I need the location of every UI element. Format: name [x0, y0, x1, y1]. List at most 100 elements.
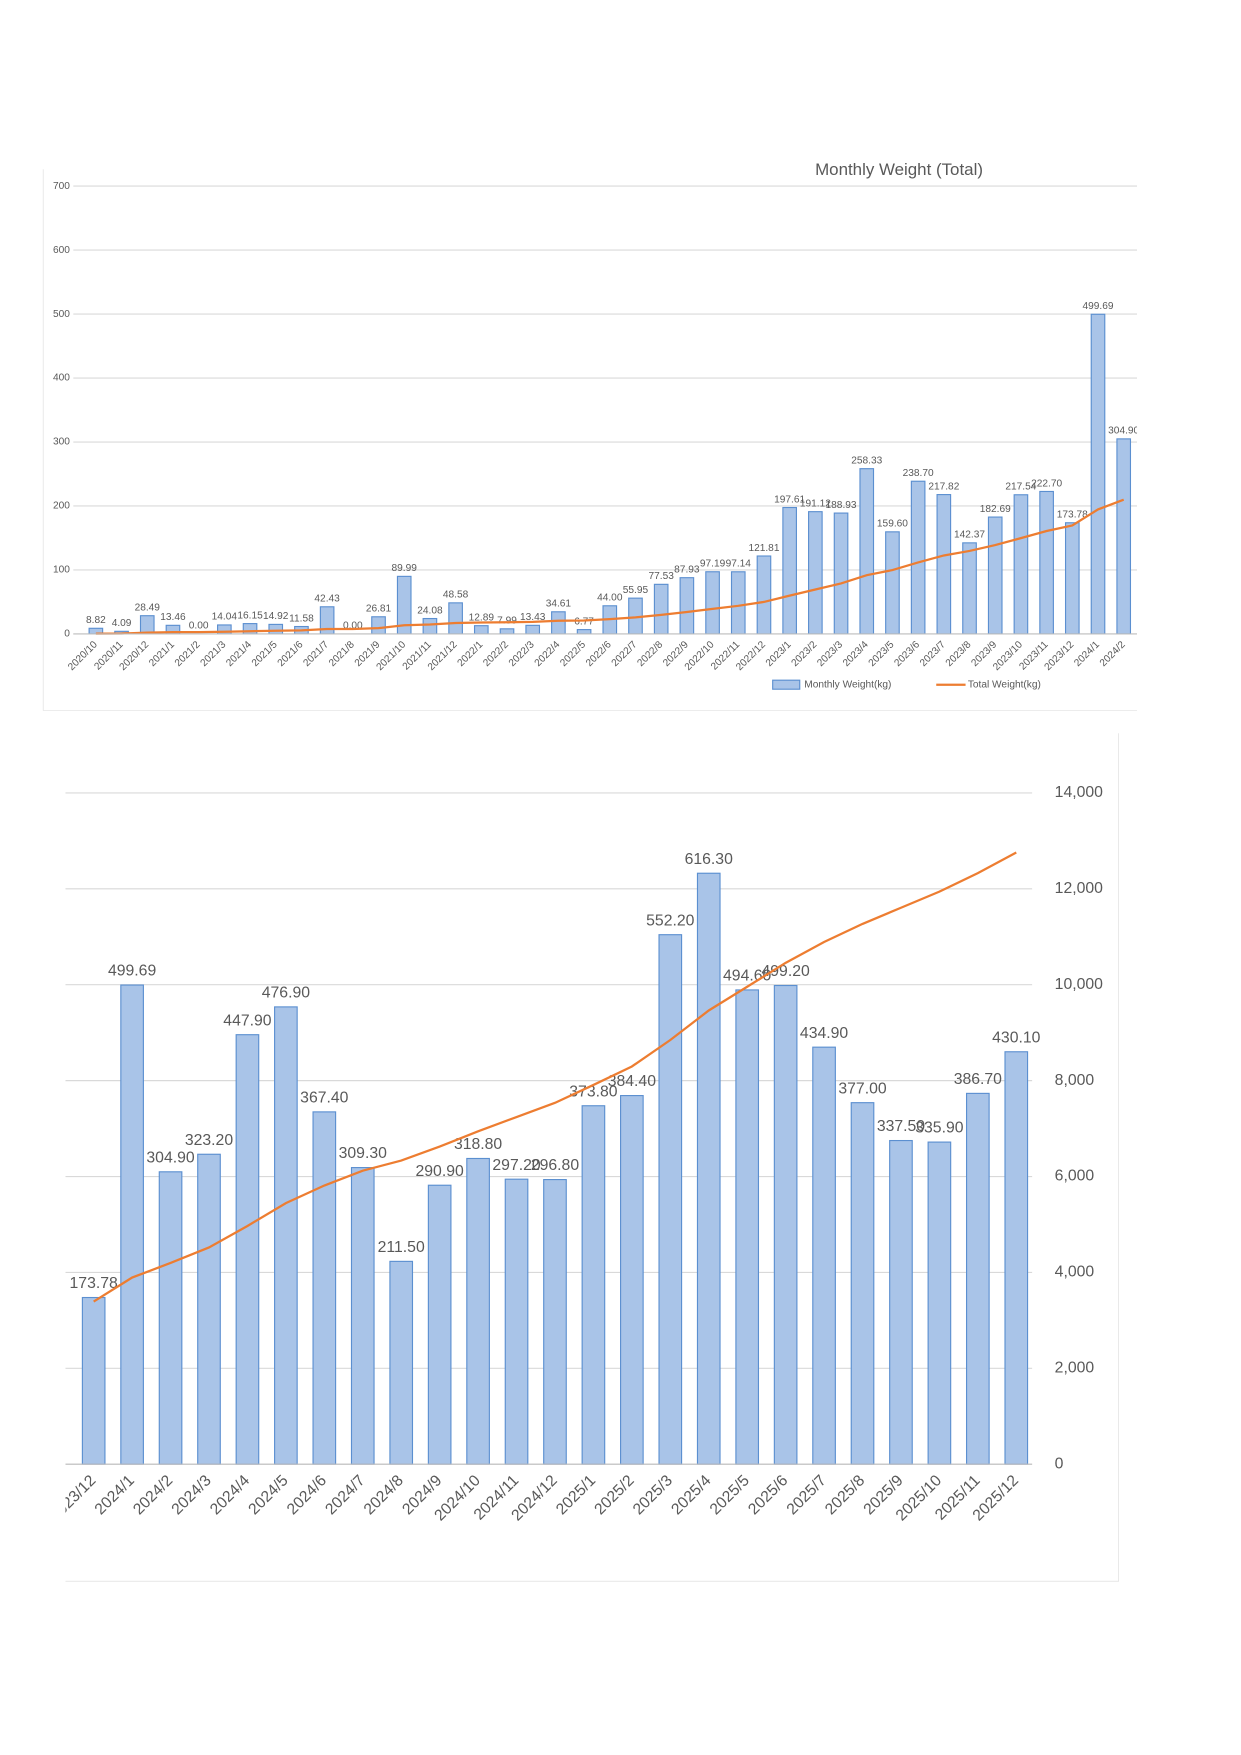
data-label: 430.10: [992, 1029, 1040, 1046]
x-tick-label: 2023/8: [944, 639, 974, 669]
x-tick-label: 2023/5: [867, 639, 897, 669]
data-label: 42.43: [314, 594, 340, 605]
data-label: 499.20: [761, 963, 809, 980]
bar: [427, 1184, 452, 1465]
y-tick-label: 0: [64, 629, 70, 640]
x-tick-label: 2022/7: [610, 639, 640, 669]
data-label: 377.00: [838, 1080, 886, 1097]
bar: [620, 1095, 644, 1465]
bar: [504, 1178, 529, 1465]
bar: [139, 615, 155, 635]
data-label: 296.80: [531, 1157, 579, 1174]
data-label: 304.90: [1108, 426, 1139, 437]
y2-tick-label: 6,000: [1055, 1168, 1095, 1185]
bar: [812, 1046, 836, 1465]
bar: [543, 1179, 567, 1465]
data-label: 290.90: [416, 1163, 464, 1180]
data-label: 34.61: [546, 599, 572, 610]
bar: [927, 1141, 952, 1465]
data-label: 44.00: [597, 593, 623, 604]
x-tick-label: 2025/3: [630, 1472, 676, 1518]
data-label: 238.70: [903, 468, 934, 479]
bar: [235, 1034, 260, 1465]
data-label: 318.80: [454, 1136, 502, 1153]
bar: [910, 480, 926, 635]
x-tick-label: 2023/4: [841, 639, 871, 669]
x-tick-label: 2020/12: [118, 639, 152, 673]
data-label: 7.99: [497, 616, 517, 627]
data-label: 222.70: [1031, 478, 1062, 489]
data-label: 14.92: [263, 611, 289, 622]
y-tick-label: 600: [53, 245, 70, 256]
x-tick-label: 2024/3: [169, 1472, 215, 1518]
y-tick-label: 700: [53, 181, 70, 192]
data-label: 28.49: [135, 603, 161, 614]
data-label: 6.77: [574, 616, 594, 627]
data-label: 373.80: [569, 1083, 617, 1100]
data-label: 77.53: [648, 571, 674, 582]
data-label: 97.14: [726, 559, 752, 570]
bar: [658, 934, 683, 1465]
bar: [197, 1153, 221, 1465]
y2-tick-label: 0: [1055, 1455, 1064, 1472]
data-label: 552.20: [646, 912, 694, 929]
data-label: 55.95: [623, 585, 649, 596]
x-tick-label: 2021/12: [426, 639, 460, 673]
bar: [350, 1167, 375, 1465]
bar: [653, 583, 669, 635]
x-tick-label: 2024/7: [322, 1472, 368, 1518]
bar: [936, 494, 952, 635]
data-label: 337.50: [877, 1118, 925, 1135]
x-tick-label: 2025/1: [553, 1472, 599, 1518]
data-label: 0.00: [189, 621, 209, 632]
data-label: 304.90: [146, 1149, 194, 1166]
bar: [833, 512, 849, 635]
data-label: 8.82: [86, 615, 106, 626]
y2-tick-label: 14,000: [1055, 784, 1103, 801]
bar: [705, 571, 720, 635]
bar: [576, 629, 592, 635]
data-label: 87.93: [674, 564, 700, 575]
y-tick-label: 500: [53, 309, 70, 320]
bar: [885, 531, 900, 635]
x-tick-label: 2023/2: [790, 639, 820, 669]
x-tick-label: 2022/12: [734, 639, 768, 673]
bar: [274, 1006, 298, 1465]
x-tick-label: 2022/3: [507, 639, 537, 669]
x-tick-label: 2024/5: [245, 1472, 291, 1518]
bar: [1064, 522, 1080, 635]
data-label: 97.19: [700, 559, 726, 570]
data-label: 197.61: [774, 494, 805, 505]
data-label: 188.93: [826, 500, 857, 511]
data-label: 191.12: [800, 498, 831, 509]
x-tick-label: 2023/12: [1043, 639, 1077, 673]
data-label: 323.20: [185, 1132, 233, 1149]
data-label: 13.46: [160, 612, 186, 623]
data-label: 16.15: [237, 610, 263, 621]
bar: [756, 555, 772, 635]
bar: [1116, 438, 1132, 635]
data-label: 476.90: [262, 985, 310, 1002]
bar: [268, 623, 284, 635]
bar: [422, 617, 438, 635]
bar: [1090, 313, 1106, 635]
bar: [735, 989, 760, 1465]
bar: [81, 1296, 106, 1465]
data-label: 386.70: [954, 1071, 1002, 1088]
x-tick-label: 2025/6: [745, 1472, 791, 1518]
data-label: 499.69: [108, 963, 156, 980]
x-tick-label: 2022/2: [481, 639, 511, 669]
bar: [808, 511, 823, 635]
bar: [1004, 1051, 1029, 1465]
x-tick-label: 2021/5: [250, 639, 280, 669]
x-tick-label: 2024/2: [130, 1472, 176, 1518]
bar: [1013, 494, 1029, 635]
data-label: 89.99: [392, 563, 418, 574]
data-label: 4.09: [112, 618, 132, 629]
bar: [525, 624, 541, 635]
x-tick-label: 2023/3: [815, 639, 845, 669]
bar: [965, 1092, 990, 1465]
x-tick-label: 2021/1: [147, 639, 177, 669]
bar: [1039, 490, 1054, 635]
